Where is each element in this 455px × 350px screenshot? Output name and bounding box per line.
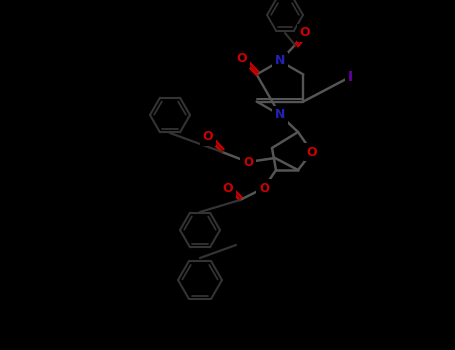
Text: O: O [202,130,214,145]
Text: O: O [236,52,247,65]
Text: N: N [273,107,286,122]
Text: O: O [202,131,213,144]
Text: O: O [258,181,270,196]
Text: N: N [273,54,286,69]
Text: O: O [235,51,248,66]
Text: O: O [259,182,269,195]
Text: O: O [222,181,234,196]
Text: O: O [243,155,253,168]
Text: O: O [222,182,233,195]
Text: I: I [347,68,353,86]
Text: O: O [298,26,312,41]
Text: O: O [300,27,310,40]
Text: N: N [275,108,285,121]
Text: N: N [275,55,285,68]
Text: O: O [305,145,318,160]
Text: O: O [242,154,254,169]
Text: O: O [307,146,317,159]
Text: I: I [348,70,353,84]
